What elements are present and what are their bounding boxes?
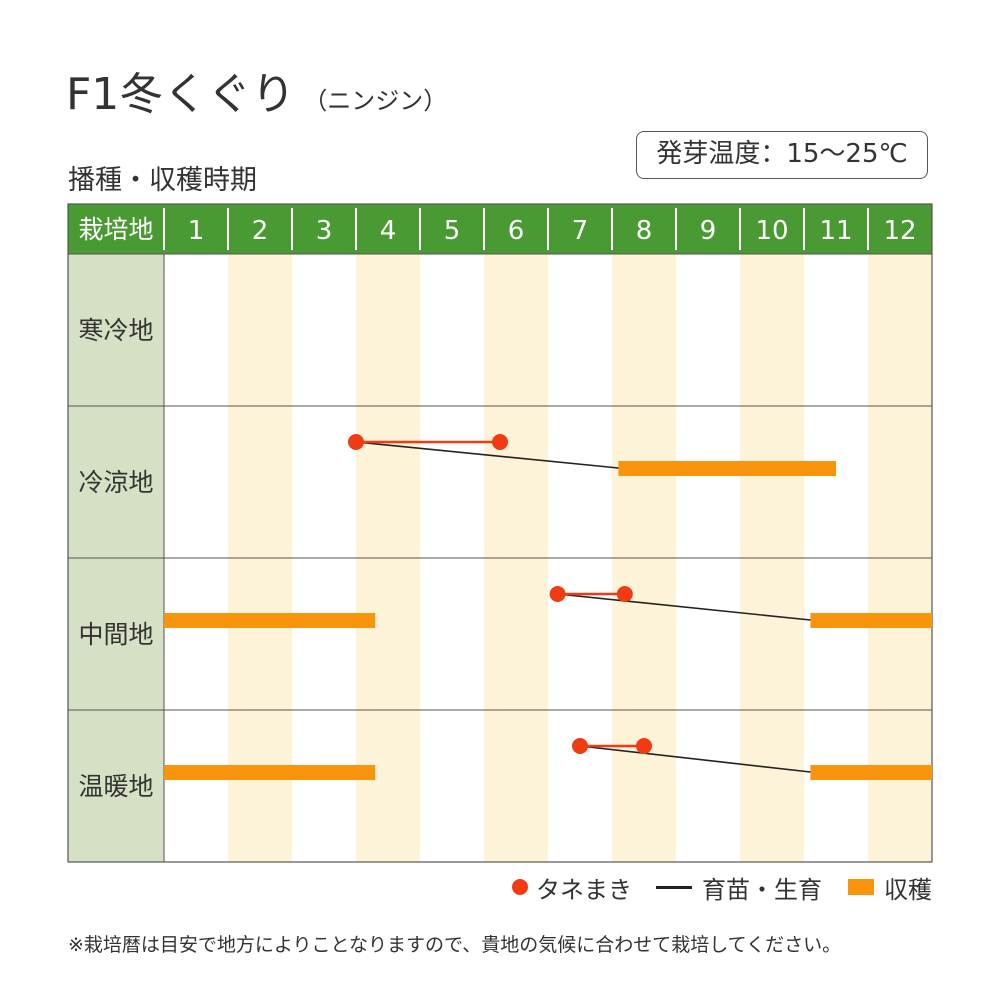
region-label: 温暖地	[78, 772, 153, 801]
harvest-bar	[810, 613, 932, 628]
harvest-bar	[618, 461, 836, 476]
month-label: 10	[755, 216, 788, 246]
region-label: 中間地	[78, 620, 153, 649]
legend-growing: 育苗・生育	[656, 870, 822, 904]
harvest-bar	[810, 765, 932, 780]
harvest-bar-icon	[848, 879, 874, 895]
month-label: 6	[508, 216, 525, 246]
month-label: 8	[636, 216, 653, 246]
legend-harvest-label: 収穫	[884, 875, 932, 904]
month-label: 4	[380, 216, 397, 246]
growing-line	[557, 593, 811, 621]
legend-sowing: タネまき	[512, 870, 632, 904]
legend: タネまき 育苗・生育 収穫	[0, 870, 932, 904]
growing-line	[579, 745, 811, 773]
month-label: 7	[572, 216, 589, 246]
month-label: 3	[316, 216, 333, 246]
sowing-dot-icon	[512, 879, 528, 895]
calendar-border	[67, 203, 933, 863]
title-main: F1冬くぐり	[66, 69, 296, 120]
sowing-dot	[636, 738, 652, 754]
sowing-dot	[572, 738, 588, 754]
legend-growing-label: 育苗・生育	[702, 875, 822, 904]
harvest-bar	[164, 613, 376, 628]
growing-line	[355, 441, 619, 469]
calendar-header	[68, 204, 932, 254]
page-title: F1冬くぐり （ニンジン）	[66, 58, 447, 122]
month-label: 5	[444, 216, 461, 246]
region-label: 冷涼地	[78, 468, 153, 497]
month-label: 1	[188, 216, 205, 246]
growing-line-icon	[656, 885, 692, 889]
header-corner-label: 栽培地	[78, 215, 153, 244]
title-sub: （ニンジン）	[303, 87, 448, 115]
sowing-dot	[348, 434, 364, 450]
section-title: 播種・収穫時期	[68, 165, 257, 196]
month-label: 11	[819, 216, 852, 246]
germination-temp-badge: 発芽温度：15～25℃	[636, 131, 928, 179]
legend-sowing-label: タネまき	[536, 875, 632, 904]
footnote: ※栽培暦は目安で地方によりことなりますので、貴地の気候に合わせて栽培してください…	[68, 934, 842, 956]
region-label: 寒冷地	[78, 316, 153, 345]
legend-harvest: 収穫	[848, 870, 932, 904]
month-label: 12	[883, 216, 916, 246]
month-label: 2	[252, 216, 269, 246]
sowing-dot	[616, 586, 633, 602]
month-label: 9	[700, 216, 717, 246]
sowing-dot	[549, 586, 566, 602]
sowing-dot	[492, 434, 508, 450]
harvest-bar	[164, 765, 376, 780]
